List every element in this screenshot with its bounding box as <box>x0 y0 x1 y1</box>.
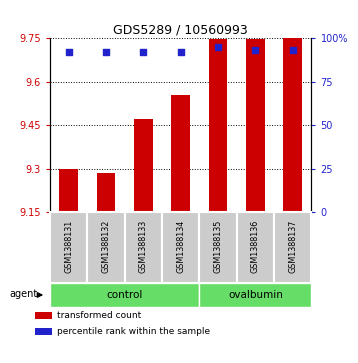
Bar <box>35 328 52 335</box>
Bar <box>134 119 153 212</box>
Bar <box>50 212 87 283</box>
Point <box>178 49 184 55</box>
Bar <box>87 212 125 283</box>
Text: GSM1388136: GSM1388136 <box>251 220 260 273</box>
Bar <box>59 169 78 212</box>
Bar <box>284 38 302 212</box>
Bar <box>162 212 199 283</box>
Point <box>103 49 109 55</box>
Text: GSM1388135: GSM1388135 <box>214 220 223 273</box>
Point <box>215 44 221 50</box>
Text: agent: agent <box>9 289 37 299</box>
Text: GSM1388131: GSM1388131 <box>64 220 73 273</box>
Text: GSM1388133: GSM1388133 <box>139 220 148 273</box>
Point <box>290 48 296 53</box>
Bar <box>237 212 274 283</box>
Text: percentile rank within the sample: percentile rank within the sample <box>58 327 211 336</box>
Bar <box>209 39 227 212</box>
Text: control: control <box>107 290 143 300</box>
Text: transformed count: transformed count <box>58 311 142 320</box>
Bar <box>274 212 311 283</box>
Bar <box>246 39 265 212</box>
Point <box>253 48 258 53</box>
Bar <box>199 283 311 307</box>
Bar <box>97 173 115 212</box>
Bar <box>171 95 190 212</box>
Text: ovalbumin: ovalbumin <box>228 290 283 300</box>
Point <box>141 49 146 55</box>
Title: GDS5289 / 10560993: GDS5289 / 10560993 <box>113 24 248 37</box>
Text: GSM1388137: GSM1388137 <box>288 220 297 273</box>
Bar <box>199 212 237 283</box>
Bar <box>35 312 52 319</box>
Bar <box>125 212 162 283</box>
Point <box>66 49 72 55</box>
Bar <box>50 283 199 307</box>
Text: GSM1388134: GSM1388134 <box>176 220 185 273</box>
Text: GSM1388132: GSM1388132 <box>102 220 111 273</box>
